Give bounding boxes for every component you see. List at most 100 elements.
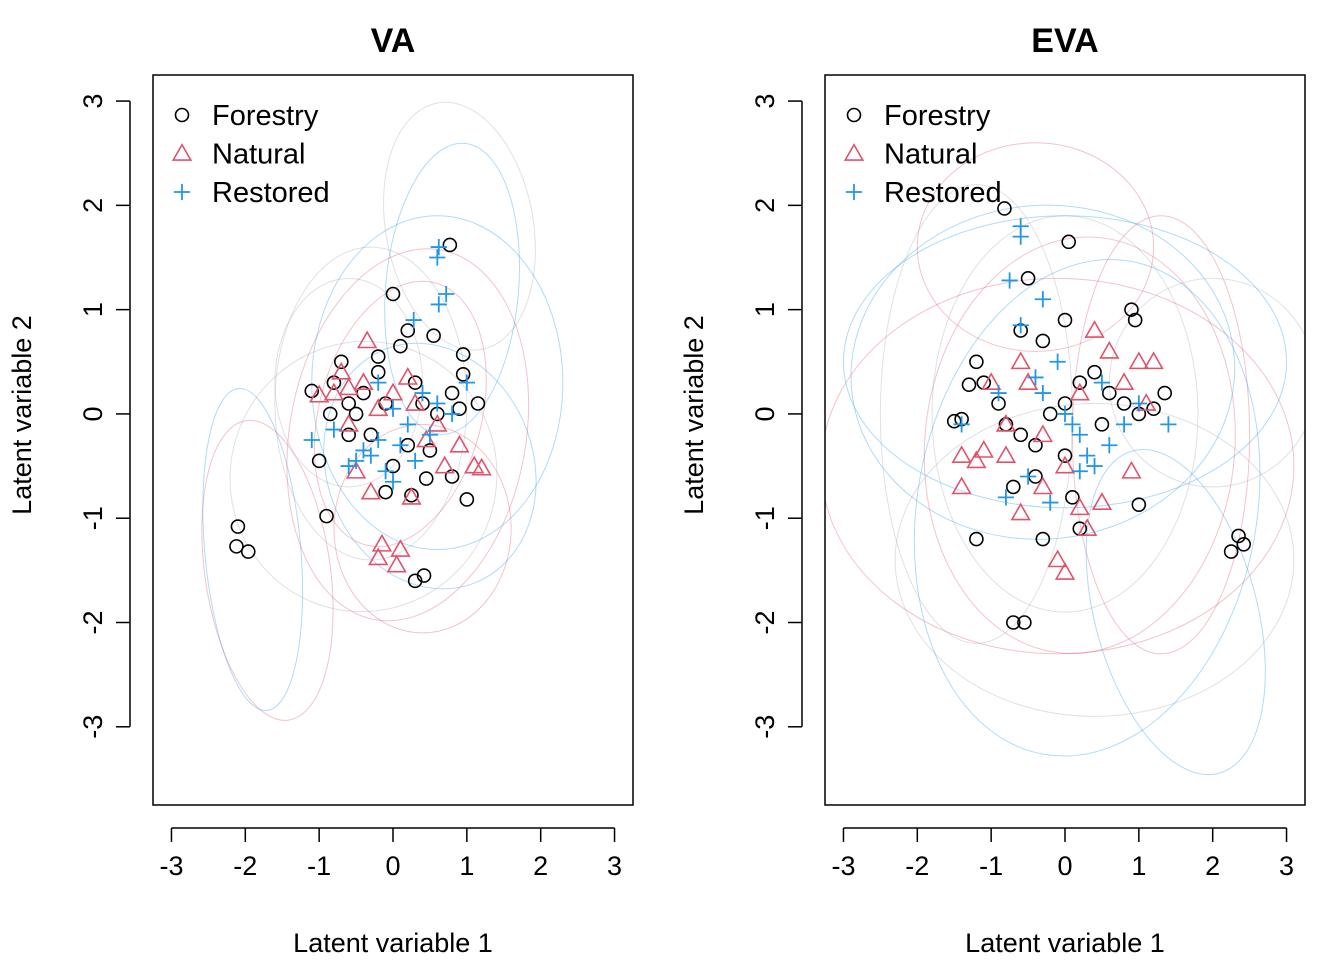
point-restored [1130,395,1147,412]
point-restored [1042,494,1059,511]
series-restored [303,238,475,490]
point-natural [1113,372,1135,391]
point-restored [1019,468,1037,485]
point-forestry [946,413,962,429]
series-natural [309,330,492,573]
point-natural [386,554,407,573]
confidence-ellipse [825,277,1295,655]
point-forestry [1035,531,1051,547]
confidence-ellipse [1108,277,1305,488]
confidence-ellipse [923,236,1236,654]
point-forestry [470,396,486,411]
point-natural [357,330,378,349]
point-natural [1032,424,1053,443]
point-restored [399,416,416,433]
point-restored [1001,272,1018,289]
confidence-ellipse [202,387,304,712]
point-natural [951,476,972,495]
point-natural [1084,320,1105,338]
x-tick-label: -2 [905,851,929,881]
legend-label: Forestry [884,100,991,132]
point-restored [370,431,387,449]
y-tick-label: 0 [78,406,108,421]
point-forestry [1035,333,1051,349]
point-restored [430,296,447,313]
series-restored [953,218,1177,511]
point-forestry [393,338,408,354]
legend-item-natural: Natural [843,139,978,171]
point-natural [434,455,455,474]
point-restored [370,374,387,391]
point-restored [407,452,424,469]
point-restored [1034,384,1051,402]
point-forestry [969,531,984,547]
point-forestry [455,347,471,362]
point-forestry [1116,396,1132,411]
point-natural [1017,372,1039,391]
point-restored [355,442,372,459]
point-natural [995,413,1017,432]
legend-marker-natural [171,143,193,161]
confidence-ellipse [323,342,537,590]
point-restored [1034,291,1051,308]
point-forestry [334,354,349,370]
legend-marker-forestry [174,107,190,123]
y-tick-label: -2 [750,610,780,634]
point-restored [430,238,447,256]
legend-item-forestry: Forestry [174,100,319,132]
y-tick-label: -3 [78,715,108,739]
y-tick-label: 1 [78,302,108,317]
point-forestry [1061,234,1076,250]
point-forestry [416,568,432,583]
point-forestry [1231,528,1246,544]
x-axis: -3 -2 -1 0 1 2 3 [159,827,622,881]
point-forestry [1236,536,1252,552]
point-forestry [407,375,423,390]
point-natural [390,539,411,557]
point-restored [1093,374,1111,391]
point-forestry [459,492,475,507]
point-restored [1049,353,1066,370]
point-natural [951,445,972,464]
point-natural [966,450,987,469]
legend: Forestry Natural Restored [843,100,1002,209]
point-restored [429,249,446,266]
x-tick-label: 1 [1131,851,1146,881]
legend-marker-restored [845,183,863,201]
point-forestry [426,328,441,344]
point-forestry [1157,385,1172,401]
point-forestry [1124,302,1139,317]
point-natural [397,367,418,385]
legend-marker-restored [173,183,191,201]
y-tick-label: -1 [750,506,780,530]
point-restored [1086,457,1103,475]
point-forestry [304,383,320,399]
point-natural [338,377,359,396]
points-group [229,237,492,589]
confidence-ellipse [274,277,424,488]
point-natural [1091,492,1113,510]
y-tick-label: 3 [750,94,780,109]
point-forestry [1042,406,1058,422]
point-forestry [1065,490,1080,505]
point-restored [997,489,1015,506]
point-natural [1143,351,1164,370]
point-restored [1101,437,1118,454]
point-forestry [1006,615,1021,630]
point-natural [360,481,381,500]
points-group [946,201,1252,630]
y-tick-label: -2 [78,610,108,634]
series-natural [951,320,1164,580]
point-natural [1054,562,1076,580]
point-natural [309,384,330,403]
y-tick-label: 3 [78,94,108,109]
point-natural [1136,393,1157,411]
point-natural [449,434,470,453]
x-tick-label: 2 [533,851,548,881]
point-forestry [341,427,356,443]
legend-label: Natural [884,139,978,171]
point-natural [1032,476,1053,495]
point-restored [392,437,409,454]
point-restored [1056,405,1074,423]
